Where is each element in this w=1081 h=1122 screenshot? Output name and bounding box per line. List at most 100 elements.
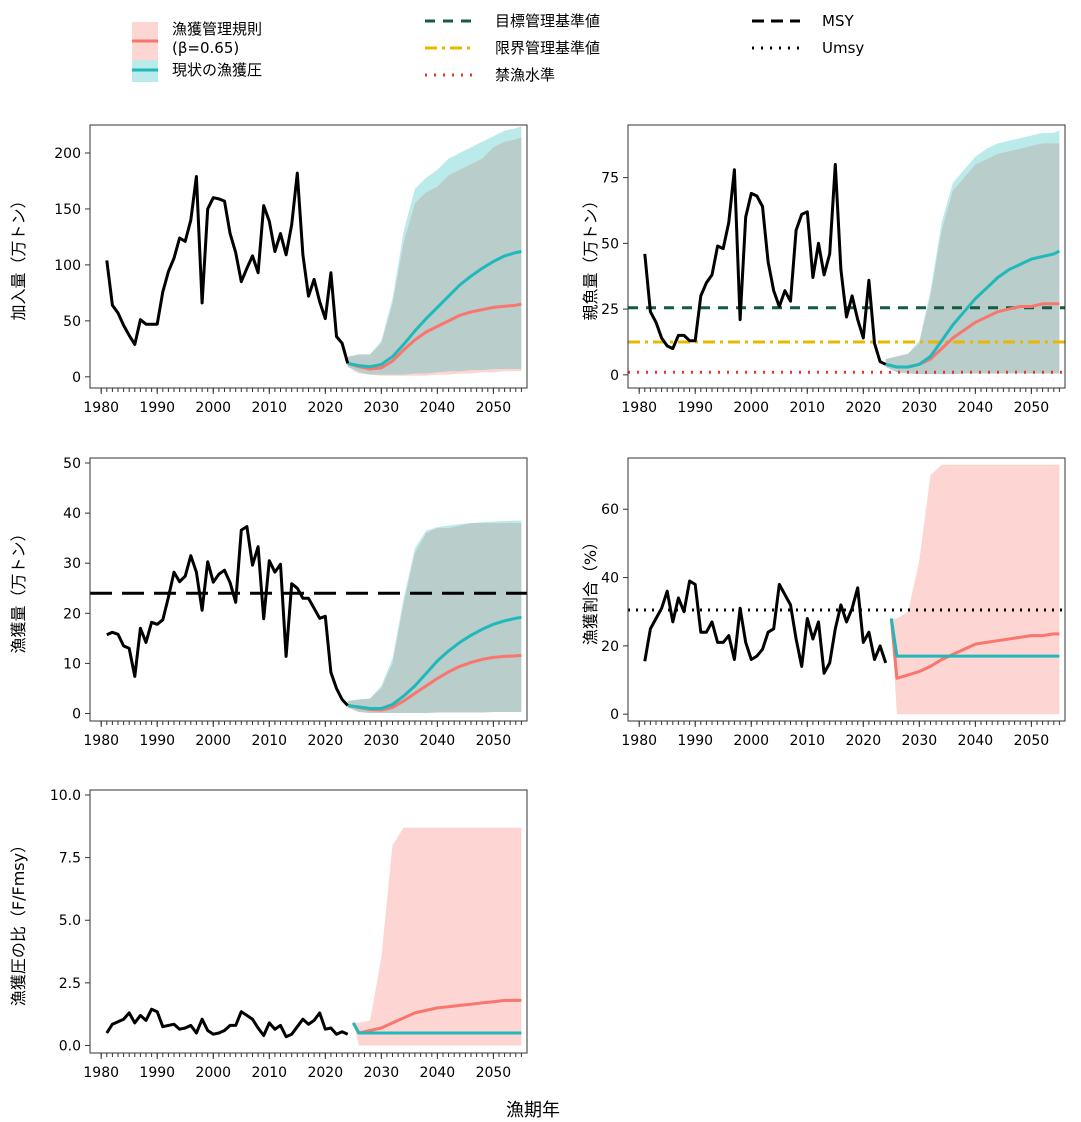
x-tick-label-1990: 1990 [139, 1065, 175, 1081]
legend-label-msy: MSY [822, 12, 854, 30]
y-tick-label: 7.5 [59, 851, 81, 867]
legend-label-current: 現状の漁獲圧 [172, 61, 262, 79]
x-tick-label-2020: 2020 [307, 400, 343, 416]
current-median-line [347, 615, 522, 710]
panel-f_ratio: 1980 1990 2000 2010 2020 2030 2040 2050 0.0 2.5 5.… [9, 788, 528, 1081]
y-tick-label: 20 [63, 606, 81, 622]
x-tick-label-2040: 2040 [420, 1065, 456, 1081]
x-tick-label-1980: 1980 [621, 400, 657, 416]
x-tick-label-1990: 1990 [677, 733, 713, 749]
y-axis-title-f_ratio: 漁獲圧の比（F/Fmsy） [9, 837, 28, 1006]
x-minor-ticks [638, 721, 1060, 725]
y-tick-label: 50 [63, 314, 81, 330]
y-tick-label: 0 [72, 706, 81, 722]
x-tick-label-2000: 2000 [195, 733, 231, 749]
current-median-line [885, 249, 1061, 369]
legend-label-hcr-2: (β=0.65) [172, 39, 239, 57]
x-tick-label-2020: 2020 [845, 400, 881, 416]
hcr-ribbon [885, 143, 1060, 375]
x-tick-label-2050: 2050 [476, 733, 512, 749]
hcr-median-line [347, 302, 522, 371]
historical-line [106, 525, 349, 707]
panel-catch: 1980 1990 2000 2010 2020 2030 2040 205001020304… [9, 456, 528, 749]
y-tick-label: 75 [601, 171, 619, 187]
x-tick-label-2010: 2010 [789, 400, 825, 416]
y-tick-label: 2.5 [59, 976, 81, 992]
y-axis-title-harvest_rate: 漁獲割合（%） [581, 534, 600, 645]
legend-label-target: 目標管理基準値 [495, 12, 600, 30]
x-tick-label-2020: 2020 [307, 733, 343, 749]
x-tick-label-2010: 2010 [789, 733, 825, 749]
plot-area [90, 125, 527, 388]
panel-harvest_rate: 1980 1990 2000 2010 2020 2030 2040 20500204060漁… [581, 457, 1066, 749]
current-median-line [347, 250, 522, 369]
current-ribbon [347, 520, 522, 713]
x-axis-title: 漁期年 [506, 1100, 560, 1121]
panel-recruitment: 1980 1990 2000 2010 2020 2030 2040 2050 0 50 100 15… [9, 124, 528, 416]
legend-label-limit: 限界管理基準値 [495, 39, 600, 57]
hcr-ribbon [347, 523, 522, 713]
x-minor-ticks [100, 721, 522, 725]
current-ribbon [347, 126, 522, 375]
legend-key-current [132, 60, 158, 82]
y-tick-label: 10.0 [50, 788, 81, 804]
x-tick-label-2040: 2040 [958, 733, 994, 749]
y-axis-title-catch: 漁獲量（万トン） [9, 525, 28, 653]
y-tick-label: 30 [63, 556, 81, 572]
hcr-ribbon [353, 827, 522, 1046]
x-tick-label-2010: 2010 [251, 1065, 287, 1081]
plot-content [628, 464, 1065, 715]
x-tick-label-2010: 2010 [251, 400, 287, 416]
y-tick-label: 0.0 [59, 1038, 81, 1054]
plot-content [628, 130, 1065, 375]
historical-line [105, 171, 350, 364]
y-axis-title-recruitment: 加入量（万トン） [9, 192, 28, 320]
y-tick-label: 0 [72, 370, 81, 386]
x-tick-label-1980: 1980 [621, 733, 657, 749]
y-tick-label: 0 [610, 368, 619, 384]
x-tick-label-2000: 2000 [733, 400, 769, 416]
historical-line [643, 163, 887, 366]
x-tick-label-2010: 2010 [251, 733, 287, 749]
y-axis-title-ssb: 親魚量（万トン） [581, 192, 600, 320]
x-tick-label-1980: 1980 [83, 1065, 119, 1081]
x-tick-label-2040: 2040 [420, 733, 456, 749]
historical-line [105, 1007, 349, 1039]
y-tick-label: 150 [54, 202, 81, 218]
hcr-ribbon [891, 464, 1060, 715]
x-tick-label-1990: 1990 [677, 400, 713, 416]
x-tick-label-2030: 2030 [902, 400, 938, 416]
y-tick-label: 50 [63, 456, 81, 472]
hcr-median-line [889, 618, 1060, 680]
legend: 漁獲管理規則 (β=0.65) 現状の漁獲圧 目標管理基準値 限界管理基準値 禁… [132, 12, 864, 84]
plot-area [628, 458, 1065, 721]
current-median-line [889, 618, 1060, 658]
x-tick-label-2000: 2000 [195, 400, 231, 416]
x-minor-ticks [100, 388, 522, 392]
x-tick-label-2020: 2020 [845, 733, 881, 749]
x-tick-label-2050: 2050 [476, 1065, 512, 1081]
x-tick-label-1980: 1980 [83, 733, 119, 749]
hcr-ribbon [347, 137, 522, 376]
plot-area [90, 458, 527, 721]
current-median-line [351, 1022, 522, 1035]
x-tick-label-2000: 2000 [195, 1065, 231, 1081]
x-tick-label-1990: 1990 [139, 733, 175, 749]
y-tick-label: 100 [54, 258, 81, 274]
legend-key-hcr [132, 22, 158, 60]
y-tick-label: 20 [601, 639, 619, 655]
x-tick-label-2050: 2050 [1014, 733, 1050, 749]
y-tick-label: 40 [601, 571, 619, 587]
y-tick-label: 50 [601, 236, 619, 252]
legend-label-ban: 禁漁水準 [495, 66, 555, 84]
x-tick-label-2030: 2030 [364, 400, 400, 416]
y-tick-label: 0 [610, 707, 619, 723]
y-tick-label: 40 [63, 506, 81, 522]
panel-ssb: 1980 1990 2000 2010 2020 2030 2040 2050 0 25 50 75親… [581, 124, 1066, 416]
legend-label-umsy: Umsy [822, 39, 864, 57]
y-tick-label: 10 [63, 656, 81, 672]
plot-area [628, 125, 1065, 388]
historical-line [643, 579, 888, 675]
x-tick-label-2030: 2030 [364, 1065, 400, 1081]
